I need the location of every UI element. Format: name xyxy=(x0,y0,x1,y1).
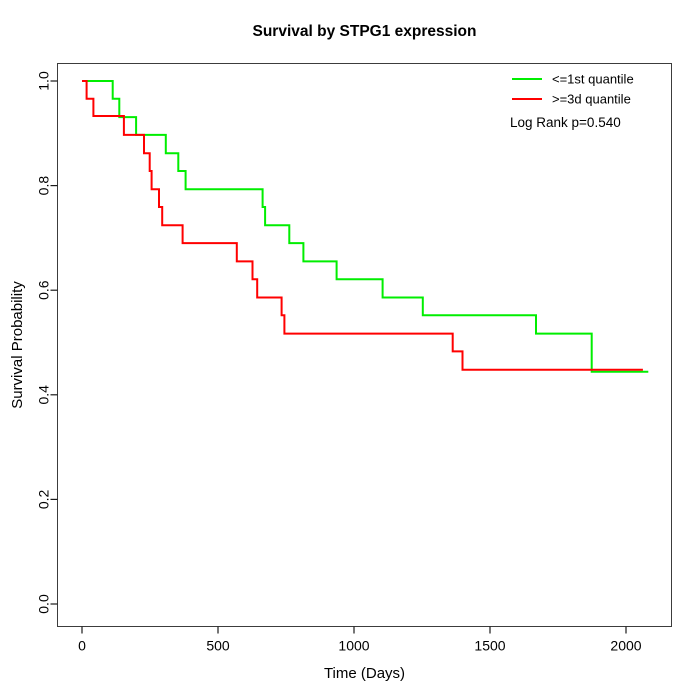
y-tick-label: 0.4 xyxy=(36,385,52,405)
km-curve-low-expression xyxy=(82,80,649,373)
legend-label-low-expression: <=1st quantile xyxy=(552,72,634,87)
y-tick-label: 0.8 xyxy=(36,176,52,196)
x-tick-label: 1000 xyxy=(338,638,369,654)
y-tick-label: 0.6 xyxy=(36,280,52,300)
y-tick-label: 0.0 xyxy=(36,594,52,614)
plot-box xyxy=(57,63,672,627)
x-tick-label: 1500 xyxy=(474,638,505,654)
y-tick-label: 1.0 xyxy=(36,71,52,91)
y-axis-label: Survival Probability xyxy=(9,281,26,409)
chart-title: Survival by STPG1 expression xyxy=(253,23,477,40)
survival-curves xyxy=(82,80,649,373)
x-tick-label: 2000 xyxy=(610,638,641,654)
km-curve-high-expression xyxy=(82,80,643,371)
axes: 0 500 1000 1500 2000 0.0 0.2 0.4 0.6 0.8 1.0 xyxy=(36,63,672,654)
legend-label-high-expression: >=3d quantile xyxy=(552,92,631,107)
x-tick-label: 500 xyxy=(206,638,230,654)
y-tick-label: 0.2 xyxy=(36,489,52,509)
x-axis-label: Time (Days) xyxy=(324,665,405,682)
x-tick-label: 0 xyxy=(78,638,86,654)
log-rank-annotation: Log Rank p=0.540 xyxy=(510,115,621,130)
legend: <=1st quantile >=3d quantile Log Rank p=… xyxy=(510,72,634,131)
